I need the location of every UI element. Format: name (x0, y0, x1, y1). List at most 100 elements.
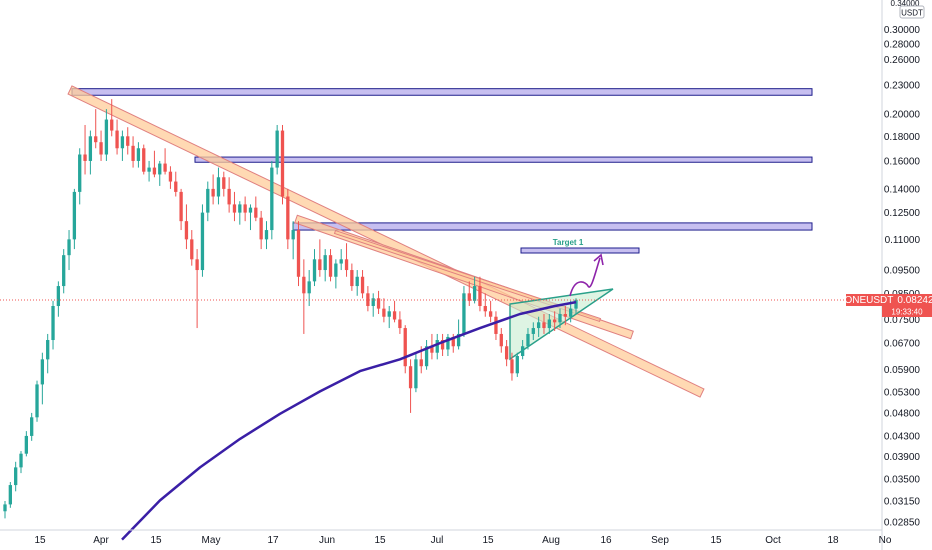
candle-body (440, 340, 445, 350)
candle-body (286, 196, 290, 240)
candle-body (547, 319, 551, 329)
candle-body (291, 230, 295, 240)
candle-body (430, 346, 434, 353)
resistance-zones (71, 88, 813, 231)
candle-body (195, 259, 199, 271)
candle-body (142, 148, 146, 172)
candle-body (72, 191, 77, 240)
candle-body (206, 188, 210, 213)
candle-body (563, 314, 567, 317)
y-tick-label: 0.05300 (884, 388, 921, 399)
candle-body (376, 298, 381, 309)
candle-body (168, 171, 173, 182)
currency-badge[interactable] (899, 5, 925, 19)
candle-body (259, 217, 263, 240)
resistance-zone (194, 156, 813, 163)
x-tick-label: 15 (710, 535, 722, 546)
candle-body (472, 286, 477, 301)
x-tick-label: No (879, 535, 892, 546)
currency-label: USDT (901, 9, 923, 18)
candle-body (227, 188, 231, 205)
y-tick-label: 0.14000 (884, 184, 921, 195)
x-tick-label: Apr (93, 535, 109, 546)
candle-body (435, 340, 439, 353)
y-tick-label: 0.03900 (884, 452, 921, 463)
candle-body (520, 346, 525, 356)
candle-body (542, 322, 546, 329)
candle-body (499, 333, 503, 347)
candle-body (270, 167, 274, 231)
candle-body (184, 221, 189, 240)
candle-body (280, 130, 285, 197)
x-tick-label: 17 (267, 535, 279, 546)
candle-body (238, 204, 242, 213)
candlestick-series (3, 99, 578, 519)
candle-body (552, 319, 557, 323)
candle-body (179, 191, 183, 222)
projection-arrowhead (593, 253, 604, 266)
inner-channel-line (333, 229, 602, 323)
candle-body (94, 136, 98, 143)
y-tick-label: 0.03150 (884, 497, 921, 508)
moving-average-path (121, 300, 577, 541)
candle-body (264, 230, 269, 240)
y-tick-top-partial: 0.34000 (891, 0, 920, 8)
y-tick-label: 0.26000 (884, 55, 921, 66)
candle-body (478, 286, 482, 307)
candle-body (19, 453, 23, 468)
candle-body (152, 167, 157, 175)
candle-body (296, 230, 301, 277)
candle-body (360, 276, 365, 294)
candle-body (526, 333, 530, 347)
candle-body (174, 181, 178, 192)
candle-body (510, 359, 514, 374)
candle-body (3, 504, 7, 512)
candle-body (147, 167, 151, 172)
candle-body (408, 366, 413, 389)
candle-body (387, 311, 391, 317)
candle-body (254, 207, 258, 218)
candle-body (382, 308, 386, 317)
candle-body (248, 207, 253, 213)
candle-body (14, 467, 18, 486)
candle-body (558, 314, 562, 323)
candle-body (78, 154, 82, 192)
candle-body (467, 293, 471, 301)
candle-body (574, 299, 578, 309)
target-box: Target 1 (520, 238, 640, 254)
candle-body (318, 259, 322, 271)
x-tick-label: Oct (765, 535, 781, 546)
x-tick-label: Jun (319, 535, 335, 546)
candle-body (158, 163, 162, 175)
y-tick-label: 0.11000 (885, 235, 921, 246)
candle-body (40, 359, 45, 385)
ascending-triangle (509, 288, 614, 361)
candle-body (451, 336, 455, 347)
candle-body (110, 119, 114, 131)
candle-body (424, 346, 429, 367)
projection-path (569, 257, 601, 297)
candle-body (200, 212, 205, 271)
candle-body (302, 276, 306, 294)
y-axis-ticks: 0.30000 0.28000 0.26000 0.23000 0.20000 0.180… (884, 25, 921, 529)
y-tick-label: 0.18000 (884, 132, 921, 143)
y-tick-label: 0.04300 (884, 431, 921, 442)
candle-body (51, 306, 55, 341)
y-tick-label: 0.28000 (884, 39, 921, 50)
candle-body (446, 336, 450, 350)
candle-body (67, 239, 71, 256)
candle-body (392, 311, 397, 320)
y-tick-label: 0.09500 (884, 266, 921, 277)
candle-body (120, 136, 125, 149)
candle-body (190, 239, 194, 260)
candle-body (232, 204, 237, 213)
candle-body (104, 119, 109, 155)
candle-body (307, 281, 311, 294)
candle-body (339, 259, 343, 264)
x-tick-label: 18 (827, 535, 839, 546)
candle-body (419, 359, 423, 367)
x-tick-label: 15 (374, 535, 386, 546)
candle-body (462, 293, 466, 334)
triangle-shape (509, 288, 614, 361)
